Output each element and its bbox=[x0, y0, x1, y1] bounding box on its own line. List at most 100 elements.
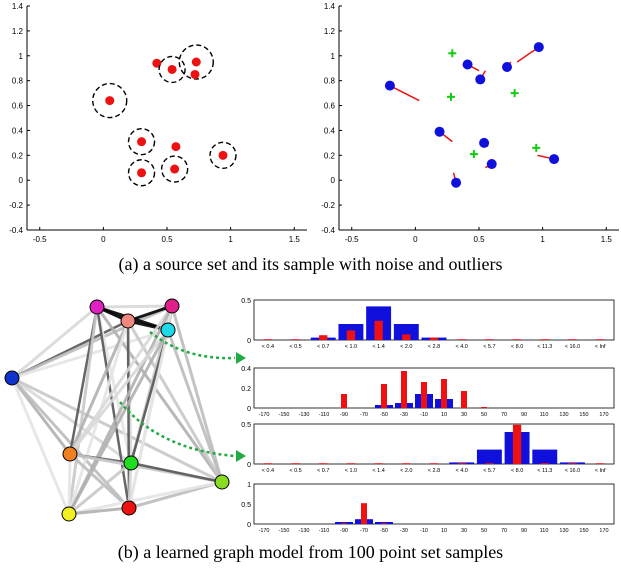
source-point bbox=[191, 57, 201, 67]
red-bar bbox=[429, 337, 439, 340]
red-bar bbox=[429, 463, 439, 464]
red-bar bbox=[512, 339, 522, 340]
red-bar bbox=[485, 463, 494, 464]
x-tick-label: 30 bbox=[461, 412, 467, 418]
x-tick-label: -110 bbox=[319, 412, 330, 418]
graph-edge bbox=[96, 304, 173, 309]
x-tick-label: < 1.0 bbox=[345, 468, 357, 474]
x-tick-label: < 0.7 bbox=[317, 344, 329, 350]
blue-bar bbox=[393, 324, 419, 340]
graph-edge bbox=[127, 329, 170, 509]
x-tick-label: 70 bbox=[501, 412, 507, 418]
red-bar bbox=[263, 339, 272, 340]
x-tick-label: < 16.0 bbox=[565, 344, 580, 350]
outlier-circle bbox=[127, 127, 156, 156]
red-bar bbox=[596, 339, 605, 340]
graph-node-cyan bbox=[160, 322, 176, 338]
source-point bbox=[137, 168, 147, 178]
graph-node-salmon bbox=[120, 313, 136, 329]
graph-node-red bbox=[121, 500, 137, 516]
x-tick-label: 1 bbox=[228, 235, 233, 244]
sample-point bbox=[462, 59, 473, 70]
sample-point bbox=[533, 42, 544, 53]
x-tick-label: -70 bbox=[360, 412, 368, 418]
source-point bbox=[105, 96, 115, 106]
x-tick-label: -150 bbox=[278, 528, 289, 534]
x-tick-label: 70 bbox=[501, 528, 507, 534]
caption-b: (b) a learned graph model from 100 point… bbox=[117, 542, 504, 562]
x-tick-label: -30 bbox=[400, 412, 408, 418]
x-tick-label: 0.5 bbox=[161, 235, 173, 244]
x-tick-label: < 0.4 bbox=[262, 344, 274, 350]
graph-edge bbox=[68, 480, 223, 516]
x-tick-label: 0 bbox=[413, 235, 418, 244]
graph-node-lime bbox=[214, 474, 230, 490]
red-bar bbox=[346, 330, 356, 340]
x-tick-label: < 0.4 bbox=[262, 468, 274, 474]
x-tick-label: < 2.0 bbox=[400, 468, 412, 474]
x-tick-label: -10 bbox=[420, 412, 428, 418]
red-bar bbox=[402, 463, 411, 464]
graph-model bbox=[4, 298, 246, 522]
x-tick-label: 110 bbox=[540, 528, 549, 534]
y-tick-label: 1.4 bbox=[12, 2, 24, 11]
y-tick-label: 0.4 bbox=[12, 126, 24, 135]
arrow-head bbox=[236, 450, 246, 462]
correspondence-line bbox=[389, 84, 420, 102]
red-bar bbox=[319, 335, 328, 340]
graph-edge bbox=[127, 304, 173, 323]
x-tick-label: < 11.3 bbox=[537, 344, 552, 350]
y-tick-label: -0.4 bbox=[321, 226, 335, 235]
sample-point bbox=[549, 154, 560, 165]
x-tick-label: -110 bbox=[319, 528, 330, 534]
y-tick-label: 0.5 bbox=[241, 422, 251, 429]
x-tick-label: < 2.8 bbox=[428, 468, 440, 474]
sample-point bbox=[451, 177, 462, 188]
outlier-circle bbox=[127, 159, 156, 187]
x-tick-label: < 1.4 bbox=[372, 468, 384, 474]
red-bar bbox=[481, 407, 487, 408]
graph-edge bbox=[68, 329, 170, 455]
y-tick-label: 0 bbox=[331, 176, 336, 185]
histogram-2: 0 0.2 0.4 -170 -150 -130 -110 -90 -70 -50 -30 -10 10… bbox=[241, 366, 615, 418]
y-tick-label: 0 bbox=[247, 338, 251, 345]
y-tick-label: 0.6 bbox=[12, 102, 24, 111]
y-tick-label: -0.2 bbox=[321, 201, 335, 210]
red-bar bbox=[341, 523, 347, 524]
x-tick-label: < 5.7 bbox=[483, 344, 495, 350]
x-tick-label: < 0.5 bbox=[289, 468, 301, 474]
red-bar bbox=[568, 463, 577, 464]
graph-edge bbox=[126, 320, 131, 509]
graph-node-magenta bbox=[89, 299, 105, 315]
red-bar bbox=[361, 503, 367, 524]
red-bar bbox=[596, 463, 605, 464]
x-tick-label: 1 bbox=[540, 235, 545, 244]
x-tick-label: -130 bbox=[298, 412, 309, 418]
x-tick-label: 150 bbox=[579, 412, 588, 418]
y-tick-label: 0 bbox=[247, 406, 251, 413]
x-tick-label: -170 bbox=[258, 528, 269, 534]
graph-edge bbox=[68, 320, 130, 455]
blue-bar bbox=[532, 449, 558, 464]
sample-point bbox=[434, 126, 445, 137]
x-tick-label: 130 bbox=[559, 412, 568, 418]
sample-point bbox=[486, 159, 497, 170]
x-tick-label: < Inf bbox=[595, 344, 606, 350]
pointer-arrow bbox=[149, 331, 236, 360]
graph-edge bbox=[95, 306, 131, 509]
red-bar bbox=[540, 463, 549, 464]
y-tick-label: 0.4 bbox=[241, 366, 251, 373]
x-tick-label: -90 bbox=[340, 412, 348, 418]
x-tick-label: -0.5 bbox=[345, 235, 359, 244]
x-tick-label: < 2.0 bbox=[400, 344, 412, 350]
x-tick-label: < 0.7 bbox=[317, 468, 329, 474]
y-tick-label: 0.8 bbox=[324, 77, 336, 86]
sample-set-plot: -0.4 -0.2 0 0.2 0.4 0.6 0.8 1 1.2 1.4 -0.5 0 0.5 1 1.5 bbox=[321, 2, 619, 244]
y-tick-label: 0.2 bbox=[241, 386, 251, 393]
pointer-arrow bbox=[119, 401, 236, 458]
plot-frame bbox=[253, 483, 615, 525]
graph-edge bbox=[11, 305, 98, 380]
histogram-4: 0 0.5 1 -170 -150 -130 -110 -90 -70 -50 -30 -10 10 30… bbox=[241, 482, 615, 534]
red-bar bbox=[263, 463, 272, 464]
red-bar bbox=[341, 394, 347, 408]
